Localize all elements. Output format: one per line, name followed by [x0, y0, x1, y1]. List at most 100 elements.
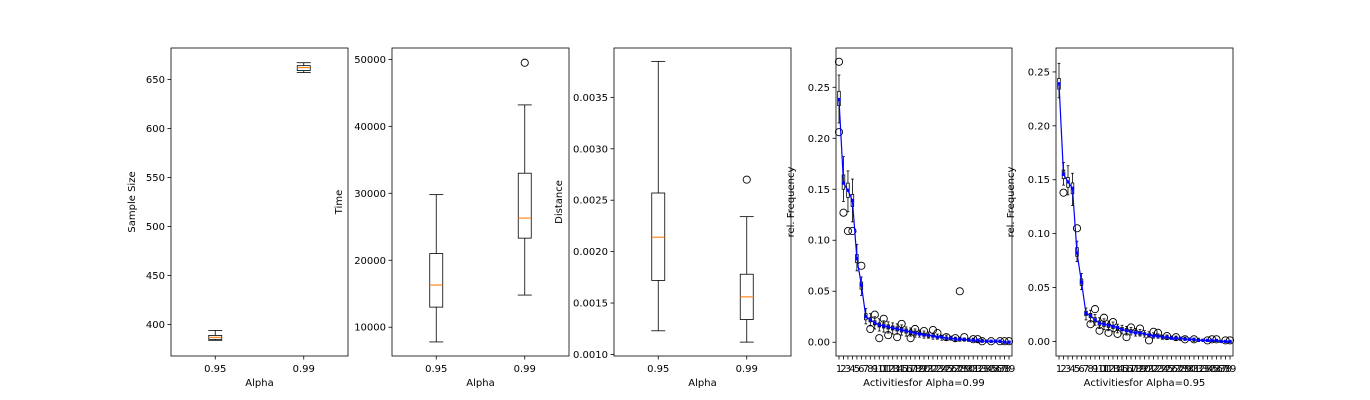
y-axis-label: rel. Frequency	[786, 167, 797, 238]
y-axis-label: Time	[334, 190, 345, 215]
x-tick-label: 6	[858, 364, 864, 375]
x-tick-label: 11	[1098, 364, 1111, 375]
mean-marker	[1061, 172, 1066, 176]
mean-marker	[1183, 337, 1187, 341]
box-0.99	[517, 58, 532, 296]
mean-marker	[922, 333, 926, 337]
box-body	[429, 253, 444, 308]
y-tick-label: 50000	[354, 55, 386, 66]
mean-marker	[1097, 321, 1102, 325]
outlier-point	[955, 287, 964, 296]
mean-marker	[1070, 186, 1075, 190]
x-tick-label: 25	[940, 364, 953, 375]
mean-marker	[1151, 334, 1156, 338]
box-3	[843, 170, 852, 236]
x-axis-label: Activitiesfor Alpha=0.95	[1084, 378, 1206, 389]
outlier-point	[834, 128, 844, 137]
mean-marker	[1160, 335, 1165, 339]
outlier-point	[1144, 336, 1154, 345]
y-tick-label: 0.05	[808, 287, 830, 298]
x-tick-label: 19	[1134, 364, 1147, 375]
x-tick-label: 21	[1143, 364, 1156, 375]
y-tick-label: 400	[146, 320, 165, 331]
mean-marker	[846, 188, 850, 192]
mean-marker	[935, 335, 940, 339]
y-tick-label: 0.20	[808, 134, 830, 145]
mean-marker	[962, 337, 966, 341]
mean-marker	[873, 321, 877, 325]
x-tick-label: 27	[1170, 364, 1183, 375]
x-tick-label: 22	[1147, 364, 1160, 375]
box-8	[1086, 309, 1095, 329]
x-tick-label: 13	[1107, 364, 1120, 375]
x-tick-label: 17	[904, 364, 917, 375]
x-tick-label: 26	[944, 364, 957, 375]
mean-marker	[1007, 340, 1011, 344]
x-tick-label: 32	[1192, 364, 1205, 375]
x-tick-label: 39	[1224, 364, 1237, 375]
x-tick-label: 12	[1102, 364, 1115, 375]
x-tick-label: 8	[1087, 364, 1093, 375]
mean-marker	[1002, 340, 1007, 344]
outlier-point	[879, 314, 888, 323]
panel-time: 10000 20000 30000 40000 50000 0.95 0.99 Alpha Ti…	[334, 47, 570, 389]
x-tick-label: 23	[1152, 364, 1165, 375]
y-tick-label: 0.00	[808, 338, 830, 349]
outlier-point	[520, 58, 529, 67]
x-tick-label: 0.99	[736, 364, 758, 375]
y-tick-label: 0.0020	[573, 247, 608, 258]
x-tick-label: 27	[949, 364, 962, 375]
mean-marker	[891, 326, 895, 330]
y-tick-label: 0.0025	[573, 196, 608, 207]
mean-marker	[949, 336, 953, 340]
mean-marker	[855, 257, 859, 261]
mean-marker	[1075, 251, 1079, 255]
y-tick-label: 600	[146, 124, 165, 135]
axes-frame	[835, 47, 1013, 357]
y-tick-label: 0.0030	[573, 144, 608, 155]
x-axis-label: Alpha	[245, 378, 273, 389]
x-tick-label: 37	[1215, 364, 1228, 375]
mean-marker	[1093, 318, 1097, 322]
panel-activities-099: 0.000.050.100.150.200.251234567891011121…	[786, 47, 1015, 389]
mean-marker	[993, 339, 998, 343]
y-axis-label: rel. Frequency	[1006, 167, 1017, 238]
outlier-point	[906, 334, 915, 343]
y-tick-label: 0.0035	[573, 93, 608, 104]
box-17	[906, 327, 915, 343]
box-15	[897, 319, 906, 336]
x-tick-label: 18	[909, 364, 922, 375]
x-tick-label: 1	[836, 364, 842, 375]
box-16	[1122, 325, 1131, 342]
x-tick-label: 0.95	[425, 364, 447, 375]
outlier-point	[848, 227, 857, 236]
mean-marker	[1214, 338, 1219, 342]
mean-marker	[1174, 336, 1178, 340]
mean-marker	[886, 325, 890, 329]
x-tick-label: 29	[958, 364, 971, 375]
box-1	[834, 57, 844, 137]
outlier-point	[875, 334, 884, 343]
box-8	[866, 313, 875, 334]
x-tick-label: 5	[854, 364, 860, 375]
mean-marker	[926, 333, 931, 337]
x-tick-label: 7	[1083, 364, 1089, 375]
mean-marker	[850, 198, 855, 203]
axes-frame	[1055, 47, 1234, 357]
x-tick-label: 36	[989, 364, 1002, 375]
mean-marker	[1115, 325, 1120, 330]
x-tick-label: 9	[872, 364, 878, 375]
mean-marker	[868, 318, 872, 322]
mean-marker	[837, 97, 841, 102]
x-tick-label: 14	[1111, 364, 1124, 375]
mean-marker	[958, 337, 962, 341]
y-tick-label: 0.05	[1028, 283, 1050, 294]
mean-marker	[940, 335, 944, 339]
outlier-point	[866, 324, 875, 334]
x-tick-label: 23	[931, 364, 944, 375]
y-tick-label: 0.10	[808, 236, 830, 247]
x-tick-label: 3	[845, 364, 851, 375]
outlier-point	[1090, 305, 1100, 314]
x-tick-label: 14	[891, 364, 904, 375]
